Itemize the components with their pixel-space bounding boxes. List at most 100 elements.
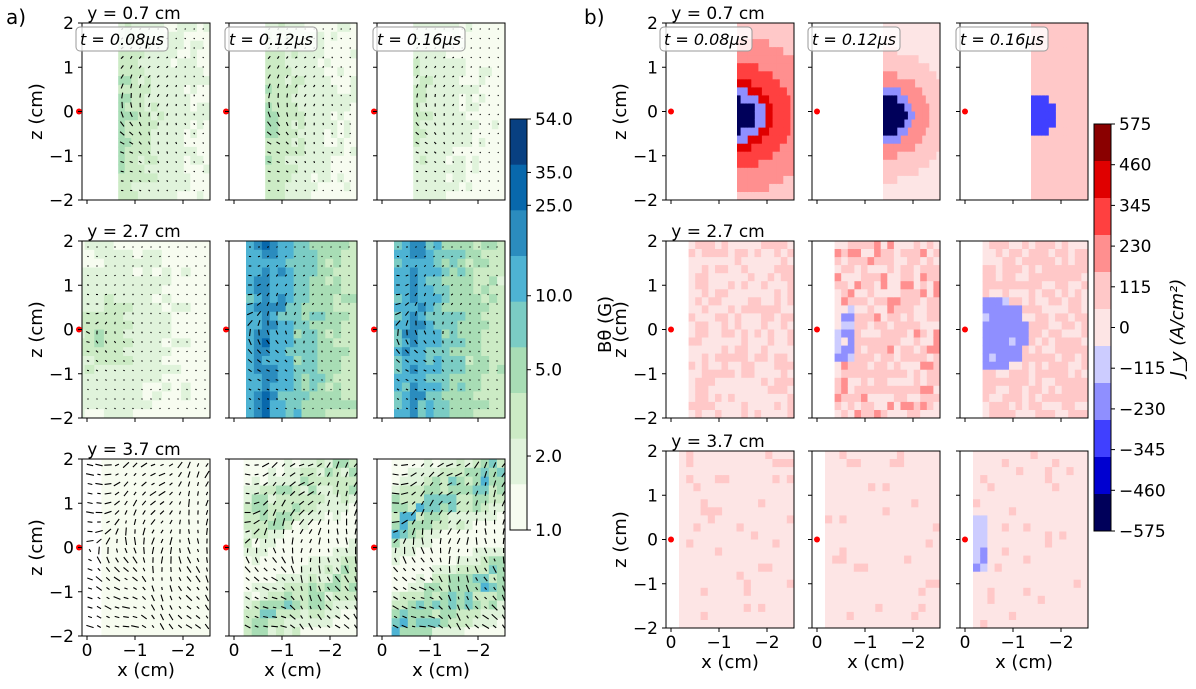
field-arrow [479,170,482,173]
bfield-cell [196,102,205,112]
field-arrow [326,472,331,477]
bfield-cell [163,520,172,531]
bfield-cell [485,84,493,95]
field-arrow [114,369,116,372]
bfield-cell [491,173,500,183]
bfield-cell [325,320,334,330]
field-arrow [395,349,401,354]
bfield-cell [170,138,178,148]
bfield-cell [177,58,185,68]
bfield-cell [425,311,435,322]
bfield-cell [300,529,309,540]
jy-cell [786,39,792,48]
bfield-cell [163,529,172,540]
field-arrow [175,189,177,192]
field-arrow [318,501,321,505]
bfield-cell [243,503,253,513]
bfield-cell [413,173,421,183]
bfield-cell [285,302,295,313]
jy-cell [783,103,788,113]
jy-cell [786,47,792,56]
bfield-cell [177,31,185,42]
bfield-cell [271,120,279,130]
bfield-cell [457,294,466,304]
bfield-cell [179,494,188,504]
field-arrow [141,360,143,362]
bfield-cell [343,191,352,200]
field-arrow [466,615,469,619]
bfield-cell [417,391,427,401]
field-arrow [169,576,173,582]
jy-cell [779,87,784,96]
bfield-cell [147,609,157,619]
bfield-cell [417,285,427,295]
bfield-cell [348,512,357,522]
jy-cell [886,127,891,137]
bfield-cell [449,409,458,418]
field-arrow [313,65,316,69]
bfield-cell [340,485,350,495]
field-arrow [404,302,410,306]
bfield-cell [324,164,332,174]
bfield-cell [350,173,357,183]
bfield-cell [433,267,443,277]
field-arrow [327,586,331,591]
field-arrow [327,557,330,563]
bfield-cell [190,102,198,112]
field-arrow [488,180,490,182]
bfield-cell [401,276,411,286]
bfield-cell [278,58,286,68]
bfield-cell [291,155,299,166]
bfield-cell [496,565,505,575]
field-arrow [86,350,90,353]
bfield-cell [151,102,159,112]
bfield-cell [131,164,139,174]
bfield-cell [171,529,180,540]
field-arrow [150,293,152,296]
bfield-cell [456,565,466,575]
bfield-cell [144,93,152,104]
bfield-cell [132,512,141,522]
field-arrow [284,274,288,277]
bfield-cell [284,565,293,575]
bfield-cell [340,547,350,557]
bfield-cell [425,400,435,410]
bfield-cell [82,364,86,375]
bfield-cell [473,382,482,392]
field-arrow [275,379,279,381]
field-arrow [178,556,182,564]
bfield-cell [163,591,172,602]
bfield-cell [464,565,474,575]
field-arrow [423,340,427,344]
bfield-cell [401,258,411,269]
jy-cell [751,127,756,137]
bfield-cell [109,582,118,593]
bfield-cell [300,618,309,628]
field-arrow [479,151,482,154]
bfield-cell [269,409,279,418]
field-arrow [254,557,259,563]
field-arrow [414,283,418,287]
bfield-cell [155,538,165,548]
bfield-cell [124,155,132,166]
bfield-cell [267,582,277,593]
jy-cell [883,192,888,200]
field-arrow [86,539,94,543]
bfield-cell [441,373,451,384]
bfield-cell [137,76,146,86]
bfield-cell [340,609,350,619]
field-arrow [340,180,342,182]
bfield-cell [123,391,134,401]
bfield-cell [330,76,338,86]
field-arrow [156,75,160,78]
bfield-cell [261,267,271,277]
bfield-cell [171,329,182,339]
jy-cell [786,119,792,129]
bfield-cell [183,191,191,200]
jy-cell [883,167,888,177]
jy-cell [765,192,770,200]
bfield-cell [190,84,198,95]
bfield-cell [194,512,203,522]
field-arrow [439,567,442,572]
bfield-cell [164,111,172,121]
